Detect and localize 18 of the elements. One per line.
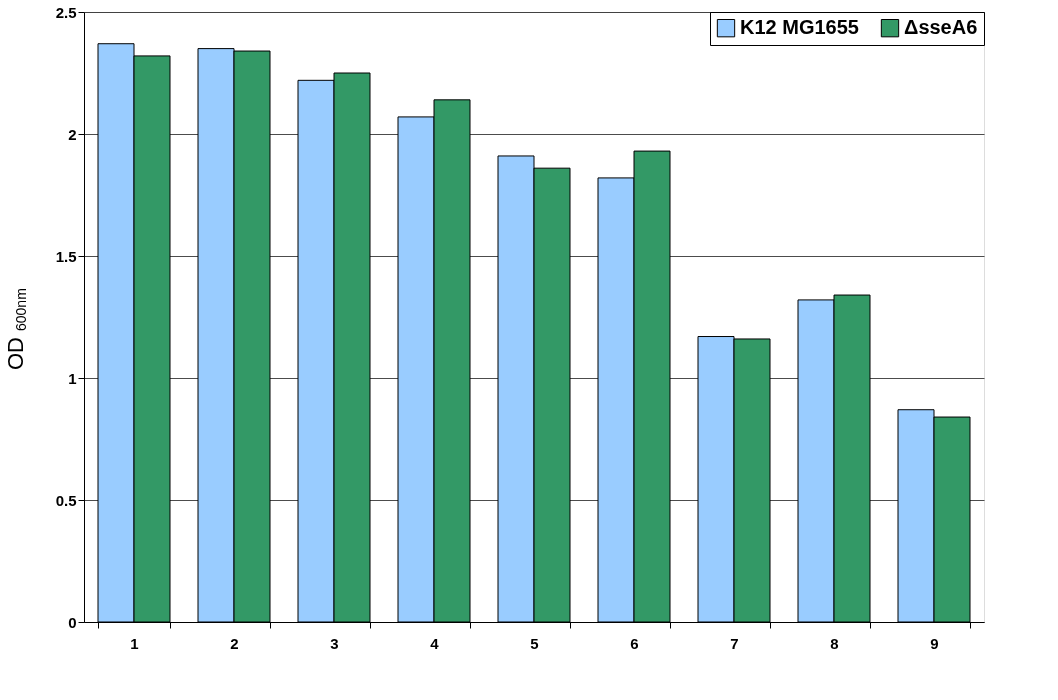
x-tick-label: 6 <box>630 634 639 652</box>
legend-label: ΔsseA6 <box>904 16 978 39</box>
y-tick-label: 2.5 <box>55 3 77 21</box>
x-tick-label: 9 <box>930 634 939 652</box>
x-tick-label: 5 <box>530 634 539 652</box>
y-tick-label: 1.5 <box>55 247 77 265</box>
legend-label: K12 MG1655 <box>740 16 859 39</box>
y-tick-label: 2 <box>68 125 77 143</box>
x-tick-label: 8 <box>830 634 839 652</box>
x-tick-label: 4 <box>430 634 440 652</box>
x-tick-label: 3 <box>330 634 339 652</box>
x-tick-label: 1 <box>130 634 139 652</box>
x-tick-label: 2 <box>230 634 239 652</box>
x-tick-label: 7 <box>730 634 739 652</box>
y-tick-label: 0 <box>68 613 77 631</box>
y-tick-label: 1 <box>68 369 77 387</box>
y-tick-label: 0.5 <box>55 491 77 509</box>
y-axis-title: OD600nm <box>3 288 29 370</box>
